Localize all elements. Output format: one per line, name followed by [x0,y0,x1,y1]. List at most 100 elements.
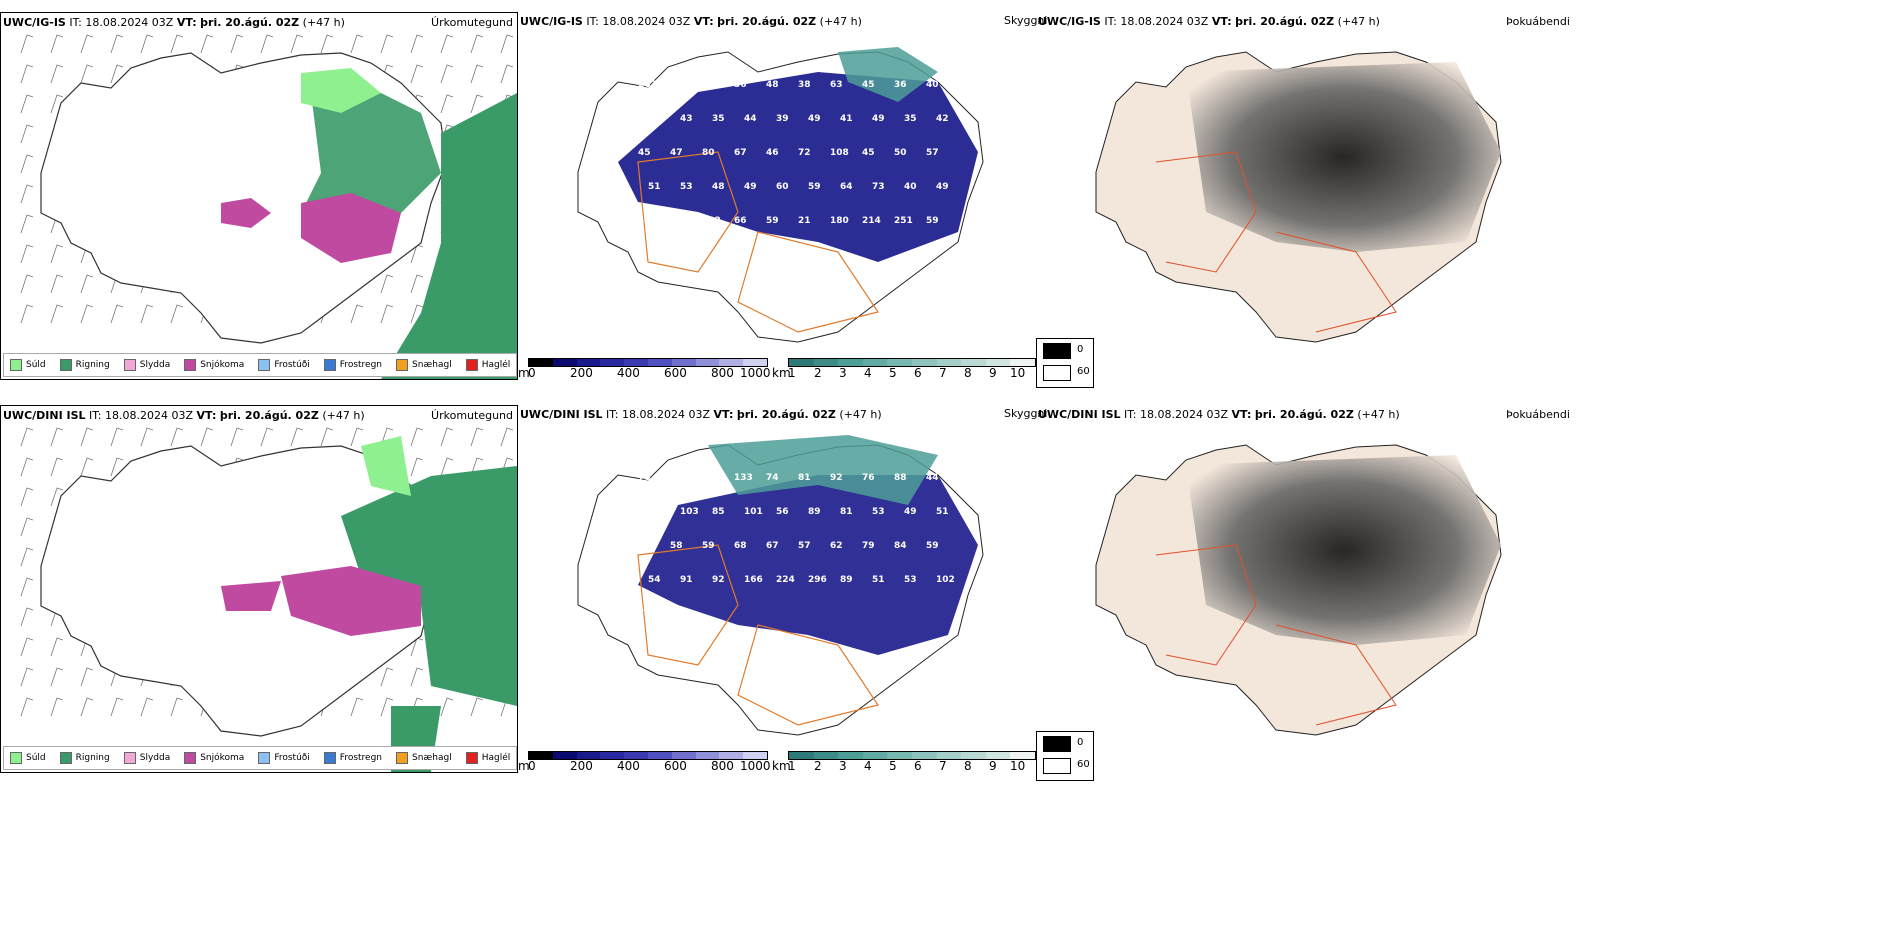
cloud-base-label: 48 [766,80,779,90]
legend-item: Frostregn [323,752,382,764]
wind-barb [230,427,244,447]
cloud-base-label: 45 [862,80,875,90]
fog-swatch-low [1043,758,1071,774]
legend-item: Snjókoma [184,359,244,371]
wind-barb [110,64,124,84]
wind-barb [440,64,454,84]
cloud-base-label: 49 [936,182,949,192]
legend-item: Snæhagl [396,752,452,764]
fog-area [1186,62,1501,252]
rain-area-sea [381,93,517,379]
wind-barb [80,34,94,54]
cloud-base-label: 67 [766,541,779,551]
cloud-base-label: 85 [712,507,725,517]
wind-barb [230,34,244,54]
cloud-base-label: 50 [894,148,907,158]
wind-barb [80,667,94,687]
cloud-base-label: 58 [670,541,683,551]
wind-barb [320,427,334,447]
wind-barb [290,34,304,54]
wind-barb [110,427,124,447]
cloud-base-label: 21 [798,216,811,226]
drizzle-area [361,436,411,496]
cloud-base-label: 166 [744,575,763,585]
cloud-base-label: 63 [830,80,843,90]
cloud-base-label: 56 [776,507,789,517]
wind-barb [50,667,64,687]
wind-barb [20,457,34,477]
wind-barb [350,697,364,717]
cloud-base-label: 103 [680,507,699,517]
wind-barb [440,457,454,477]
wind-barb [20,427,34,447]
wind-barb [20,607,34,627]
cloud-base-label: 214 [862,216,881,226]
legend-swatch [123,359,136,371]
low-cloud-area [638,475,978,655]
wind-barb [50,94,64,114]
panel-name: Úrkomutegund [431,16,513,29]
cloud-base-label: 78 [638,473,651,483]
cloud-vis-map-top: 263 53 41 36 48 38 63 45 36 40 55 43 35 44 39 49 41 49 35 4… [577,47,984,343]
cloud-base-label: 49 [744,182,757,192]
colorbar-unit: m [518,759,530,773]
precip-map-top [20,34,517,379]
cloud-base-label: 40 [926,80,939,90]
wind-barb [470,94,484,114]
cloud-base-labels: 78 62 48 133 74 81 92 76 88 44 104 103 85 101 56 89 81 53… [638,473,955,619]
panel-name: Þokuábendi [1506,15,1570,28]
panel-title: UWC/IG-IS IT: 18.08.2024 03Z VT: þri. 20… [1038,15,1380,28]
wind-barb [50,274,64,294]
wind-barb [380,274,394,294]
wind-barb [20,667,34,687]
cloud-base-label: 59 [926,216,939,226]
wind-barb [50,457,64,477]
wind-barb [380,697,394,717]
wind-barb [20,34,34,54]
wind-barb [50,64,64,84]
cloud-base-label: 53 [670,80,683,90]
wind-barb [380,667,394,687]
wind-barb [350,427,364,447]
legend-item: Rigning [59,359,110,371]
legend-item: Súld [10,752,46,764]
wind-barb [170,34,184,54]
wind-barb [410,64,424,84]
cloud-vis-panel-top: 263 53 41 36 48 38 63 45 36 40 55 43 35 44 39 49 41 49 35 4… [518,12,1047,380]
wind-barb [20,577,34,597]
fog-map-top [1095,51,1502,343]
cloud-base-label: 59 [926,541,939,551]
wind-barb [20,304,34,324]
cloud-base-label: 74 [766,473,779,483]
snow-area [221,581,281,611]
cloud-base-label: 104 [670,216,689,226]
precip-legend: Súld Rigning Slydda Snjókoma Frostúði Fr… [3,746,518,770]
wind-barb [20,214,34,234]
wind-barb [80,697,94,717]
wind-barb [50,637,64,657]
cloud-base-label: 54 [648,575,661,585]
wind-barb [470,457,484,477]
visibility-colorbar: km 1 2 3 4 5 6 7 8 9 10 [772,358,1036,380]
cloud-base-label: 51 [872,575,885,585]
wind-barb [110,34,124,54]
legend-swatch [184,359,197,371]
cloud-base-label: 47 [638,216,651,226]
fog-panel-bottom: UWC/DINI ISL IT: 18.08.2024 03Z VT: þri.… [1036,405,1570,781]
low-visibility-area [838,47,938,102]
wind-barb [200,34,214,54]
cloud-base-label: 73 [872,182,885,192]
colorbar-unit: m [518,366,530,380]
wind-barb [50,244,64,264]
panel-name: Skyggni [1004,407,1048,420]
cloud-base-label: 296 [808,575,827,585]
wind-barb [410,457,424,477]
wind-barb [20,274,34,294]
wind-barb [80,457,94,477]
road-lines [737,231,879,333]
wind-barb [440,94,454,114]
wind-barb [410,667,424,687]
cloud-base-label: 62 [830,541,843,551]
wind-barb [20,244,34,264]
wind-barb [500,427,514,447]
